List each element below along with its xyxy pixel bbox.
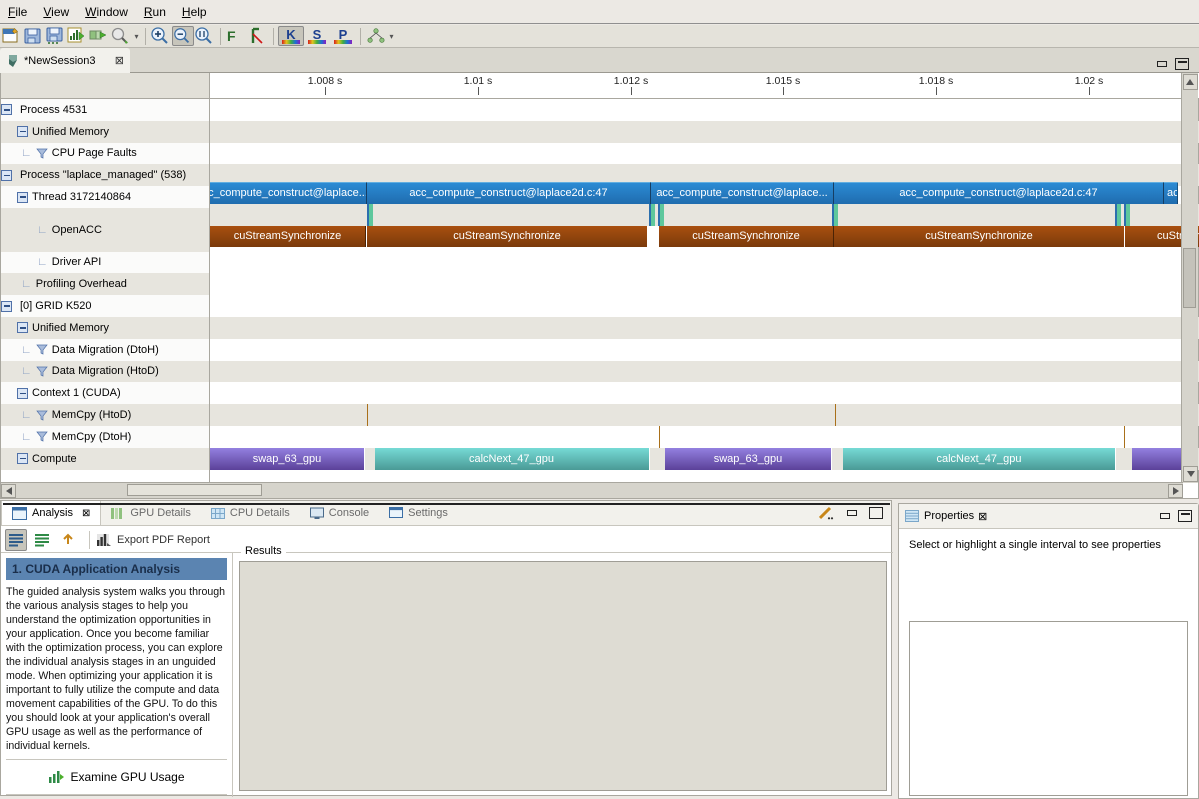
svg-text:F: F <box>227 28 236 44</box>
